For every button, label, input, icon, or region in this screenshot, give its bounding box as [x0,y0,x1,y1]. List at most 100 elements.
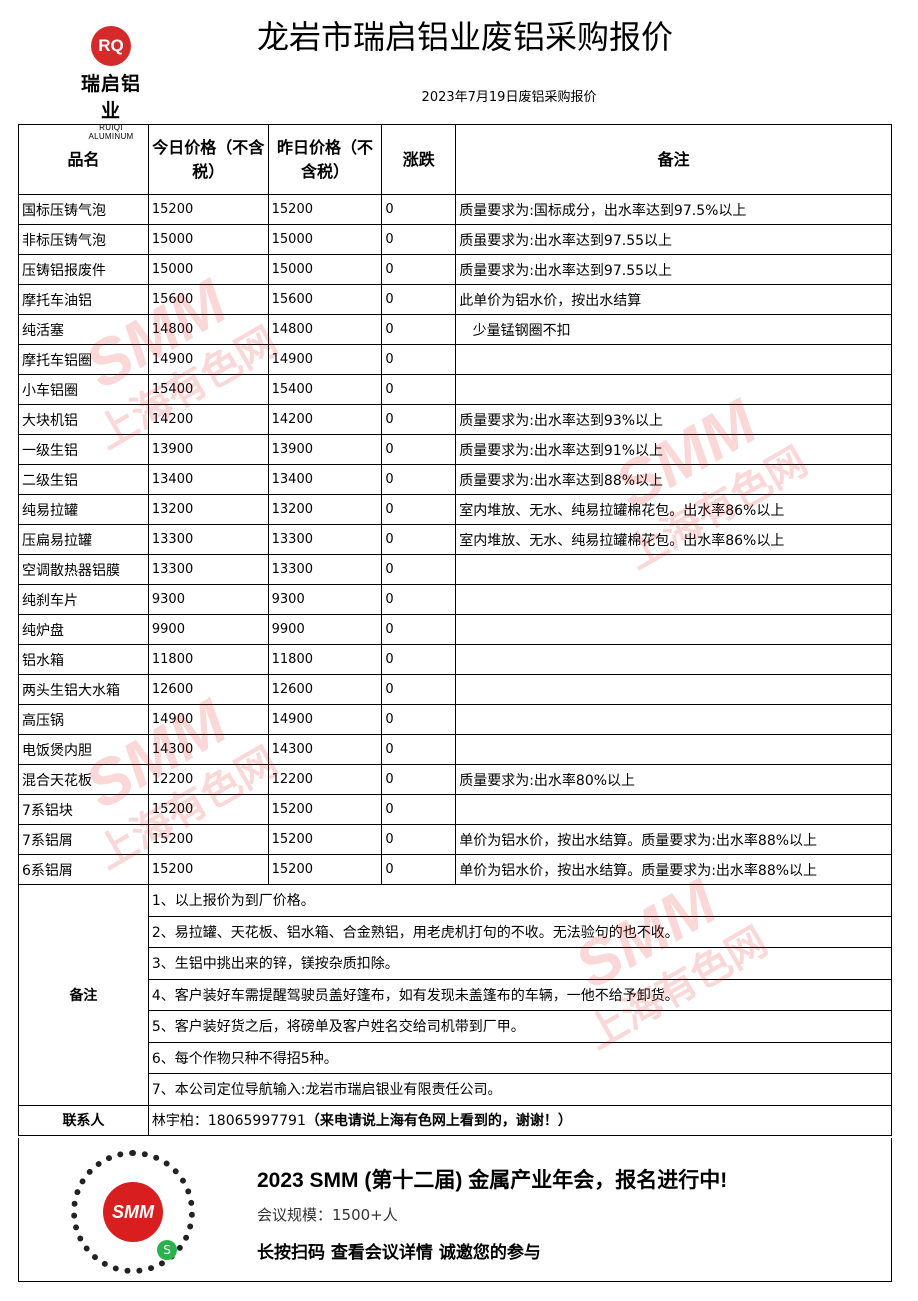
table-row: 一级生铝 13900 13900 0 质量要求为:出水率达到91%以上 [18,434,892,465]
table-row: 铝水箱 11800 11800 0 [18,644,892,675]
note-text: 6、每个作物只种不得招5种。 [147,1041,893,1074]
remark: 单价为铝水价，按出水结算。质量要求为:出水率88%以上 [455,824,892,855]
table-row: 7系铝屑 15200 15200 0 单价为铝水价，按出水结算。质量要求为:出水率88%… [18,824,892,855]
contact-info: 林宇柏：18065997791（来电请说上海有色网上看到的，谢谢！） [147,1104,893,1136]
smm-logo: SMM [103,1182,163,1242]
qr-code[interactable]: SMM S [71,1150,195,1274]
table-row: 压扁易拉罐 13300 13300 0 室内堆放、无水、纯易拉罐棉花包。出水率86%以上 [18,524,892,555]
today-price: 14900 [147,704,269,735]
today-price: 9300 [147,584,269,615]
banner-cta: 长按扫码 查看会议详情 诚邀您的参与 [257,1243,541,1263]
table-row: 空调散热器铝膜 13300 13300 0 [18,554,892,585]
table-row: 6系铝屑 15200 15200 0 单价为铝水价，按出水结算。质量要求为:出水率88%… [18,854,892,885]
note-row: 5、客户装好货之后，将磅单及客户姓名交给司机带到厂甲。 [19,1010,893,1043]
change: 0 [381,284,457,315]
yesterday-price: 14800 [267,314,383,345]
yesterday-price: 13200 [267,494,383,525]
table-row: 纯易拉罐 13200 13200 0 室内堆放、无水、纯易拉罐棉花包。出水率86%以上 [18,494,892,525]
table-row: 两头生铝大水箱 12600 12600 0 [18,674,892,705]
today-price: 15400 [147,374,269,405]
column-header: 涨跌 [381,124,457,195]
remark: 质量要求为:出水率达到93%以上 [455,404,892,435]
change: 0 [381,464,457,495]
item-name: 一级生铝 [18,434,149,465]
table-row: 摩托车铝圈 14900 14900 0 [18,344,892,375]
change: 0 [381,854,457,885]
table-row: 电饭煲内胆 14300 14300 0 [18,734,892,765]
change: 0 [381,374,457,405]
remark: 质虽要求为:出水率达到97.55以上 [455,224,892,255]
change: 0 [381,404,457,435]
page-title: 龙岩市瑞启铝业废铝采购报价 [256,18,673,56]
contact-label: 联系人 [18,1104,149,1136]
yesterday-price: 12200 [267,764,383,795]
remark [455,344,892,375]
table-row: 小车铝圈 15400 15400 0 [18,374,892,405]
change: 0 [381,494,457,525]
item-name: 高压锅 [18,704,149,735]
table-row: 7系铝块 15200 15200 0 [18,794,892,825]
item-name: 非标压铸气泡 [18,224,149,255]
remark [455,614,892,645]
remark: 单价为铝水价，按出水结算。质量要求为:出水率88%以上 [455,854,892,885]
page-subtitle: 2023年7月19日废铝采购报价 [421,90,597,105]
today-price: 12600 [147,674,269,705]
item-name: 摩托车油铝 [18,284,149,315]
yesterday-price: 14900 [267,344,383,375]
today-price: 15000 [147,254,269,285]
note-text: 3、生铝中挑出来的锌，镁按杂质扣除。 [147,947,893,980]
note-text: 4、客户装好车需提醒驾驶员盖好篷布，如有发现未盖篷布的车辆，一他不给予卸货。 [147,978,893,1011]
contact-note: （来电请说上海有色网上看到的，谢谢！） [305,1113,572,1129]
table-row: 二级生铝 13400 13400 0 质量要求为:出水率达到88%以上 [18,464,892,495]
yesterday-price: 13300 [267,554,383,585]
banner-headline: 2023 SMM (第十二届) 金属产业年会，报名进行中! [257,1169,728,1192]
remark: 质量要求为:出水率达到91%以上 [455,434,892,465]
remark [455,734,892,765]
remark: 质量要求为:出水率达到97.55以上 [455,254,892,285]
today-price: 14900 [147,344,269,375]
table-row: 混合天花板 12200 12200 0 质量要求为:出水率80%以上 [18,764,892,795]
mini-program-icon: S [157,1240,177,1260]
remark [455,644,892,675]
change: 0 [381,674,457,705]
note-row: 4、客户装好车需提醒驾驶员盖好篷布，如有发现未盖篷布的车辆，一他不给予卸货。 [19,978,893,1011]
remark [455,704,892,735]
yesterday-price: 15400 [267,374,383,405]
yesterday-price: 15200 [267,854,383,885]
item-name: 小车铝圈 [18,374,149,405]
table-row: 纯炉盘 9900 9900 0 [18,614,892,645]
logo-cn: 瑞启铝业 [80,73,141,122]
yesterday-price: 13400 [267,464,383,495]
item-name: 压扁易拉罐 [18,524,149,555]
today-price: 13300 [147,524,269,555]
contact-phone: 林宇柏：18065997791 [151,1113,306,1129]
yesterday-price: 15600 [267,284,383,315]
change: 0 [381,314,457,345]
note-text: 7、本公司定位导航输入:龙岩市瑞启银业有限责任公司。 [147,1073,893,1106]
change: 0 [381,764,457,795]
banner-scale: 会议规模：1500+人 [257,1206,398,1224]
remark: 质量要求为:国标成分，出水率达到97.5%以上 [455,194,892,225]
change: 0 [381,344,457,375]
today-price: 14200 [147,404,269,435]
item-name: 纯刹车片 [18,584,149,615]
today-price: 14300 [147,734,269,765]
today-price: 15200 [147,854,269,885]
yesterday-price: 14300 [267,734,383,765]
yesterday-price: 13300 [267,524,383,555]
item-name: 7系铝屑 [18,824,149,855]
today-price: 13200 [147,494,269,525]
table-row: 大块机铝 14200 14200 0 质量要求为:出水率达到93%以上 [18,404,892,435]
today-price: 15600 [147,284,269,315]
today-price: 13300 [147,554,269,585]
today-price: 13400 [147,464,269,495]
note-row: 6、每个作物只种不得招5种。 [19,1041,893,1074]
remark [455,374,892,405]
column-header: 品名 [18,124,149,195]
promo-banner[interactable]: SMM S 2023 SMM (第十二届) 金属产业年会，报名进行中! 会议规模… [18,1138,892,1282]
item-name: 7系铝块 [18,794,149,825]
yesterday-price: 15000 [267,224,383,255]
change: 0 [381,584,457,615]
table-row: 国标压铸气泡 15200 15200 0 质量要求为:国标成分，出水率达到97.5%以上 [18,194,892,225]
logo-mark: RQ [91,26,131,66]
